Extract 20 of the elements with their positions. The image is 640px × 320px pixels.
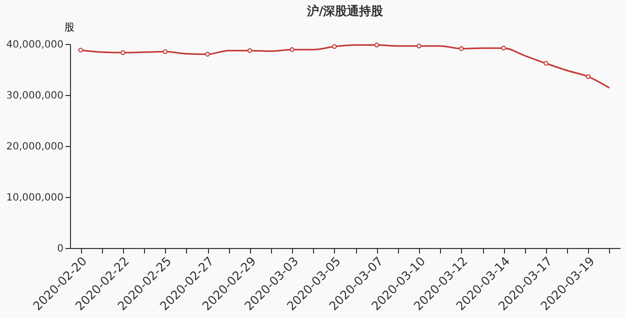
point (501, 46, 506, 50)
chart-title: 沪/深股通持股 (306, 4, 384, 18)
point (247, 48, 252, 53)
point (78, 48, 83, 52)
y-tick-label: 20,000,000 (6, 142, 64, 152)
point (290, 47, 294, 52)
y-tick-label: 40,000,000 (6, 40, 64, 50)
point (374, 42, 380, 48)
point (416, 44, 422, 48)
point (586, 74, 591, 80)
point (120, 50, 126, 56)
point (544, 61, 548, 66)
point (205, 52, 210, 57)
point (458, 46, 464, 51)
y-axis-title: 股 (64, 22, 74, 34)
y-tick-label: 30,000,000 (6, 90, 64, 102)
y-tick-label: 0 (57, 244, 64, 254)
y-tick-label: 10,000,000 (6, 192, 64, 204)
point (162, 49, 168, 54)
point (332, 44, 337, 49)
